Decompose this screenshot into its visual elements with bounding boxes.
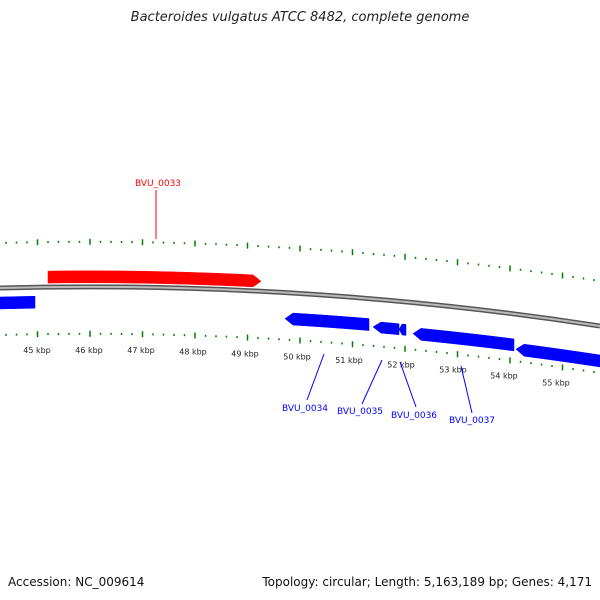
- gene-label: BVU_0036: [391, 411, 437, 421]
- reverse-gene-arrow: [515, 343, 600, 368]
- scale-label: 49 kbp: [231, 349, 259, 358]
- gene-arrow-bvu-0033: [47, 270, 262, 288]
- map-title: Bacteroides vulgatus ATCC 8482, complete…: [130, 10, 470, 25]
- gene-callout-line: [361, 359, 383, 405]
- gene-label: BVU_0035: [337, 407, 383, 417]
- gene-label: BVU_0034: [282, 404, 328, 414]
- gene-arrow-bvu-0037: [412, 328, 515, 352]
- scale-label: 54 kbp: [490, 372, 518, 381]
- gene-arrow-bvu-0034: [284, 312, 370, 331]
- accession-label: Accession: NC_009614: [8, 575, 145, 589]
- scale-label: 51 kbp: [335, 356, 363, 365]
- scale-label: 55 kbp: [542, 379, 570, 388]
- gene-label: BVU_0037: [449, 416, 495, 426]
- gene-callout-line: [460, 365, 473, 414]
- scale-label: 47 kbp: [127, 346, 155, 355]
- reverse-gene-arrow: [0, 295, 36, 310]
- scale-label: 48 kbp: [179, 347, 207, 356]
- gene-callout-line: [306, 353, 325, 401]
- gene-label: BVU_0033: [135, 179, 181, 189]
- genome-backbone-highlight: [0, 285, 600, 327]
- gene-callout-line: [399, 361, 417, 408]
- gene-arrow-bvu-0035: [372, 321, 400, 336]
- scale-label: 46 kbp: [75, 346, 103, 355]
- scale-label: 50 kbp: [283, 352, 311, 361]
- scale-label: 53 kbp: [439, 366, 467, 375]
- scale-label: 45 kbp: [23, 346, 51, 355]
- gene-arrow-bvu-0036: [398, 323, 407, 336]
- genome-stats-label: Topology: circular; Length: 5,163,189 bp…: [262, 575, 592, 589]
